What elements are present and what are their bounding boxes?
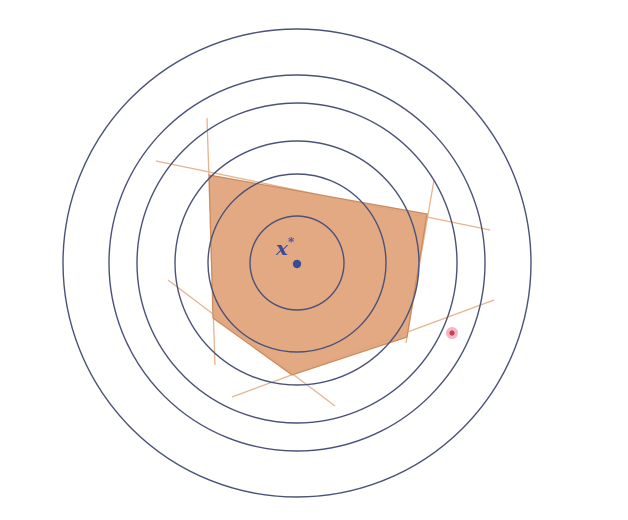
contour-ring-5: [108, 74, 486, 452]
contour-ring-4: [136, 102, 458, 424]
contour-ring-2: [207, 173, 387, 353]
contour-ring-6: [62, 28, 532, 498]
optimum-label-main: x: [275, 236, 289, 260]
contour-rings: [62, 28, 532, 498]
optimum-point: [292, 259, 302, 269]
contour-ring-1: [249, 215, 345, 311]
feasible-region: [208, 174, 428, 376]
contour-ring-3: [174, 140, 420, 386]
optimum-label: x*: [275, 235, 295, 260]
optimum-label-superscript: *: [288, 235, 295, 249]
outside-point-core: [449, 330, 455, 336]
outside-point: [446, 327, 458, 339]
